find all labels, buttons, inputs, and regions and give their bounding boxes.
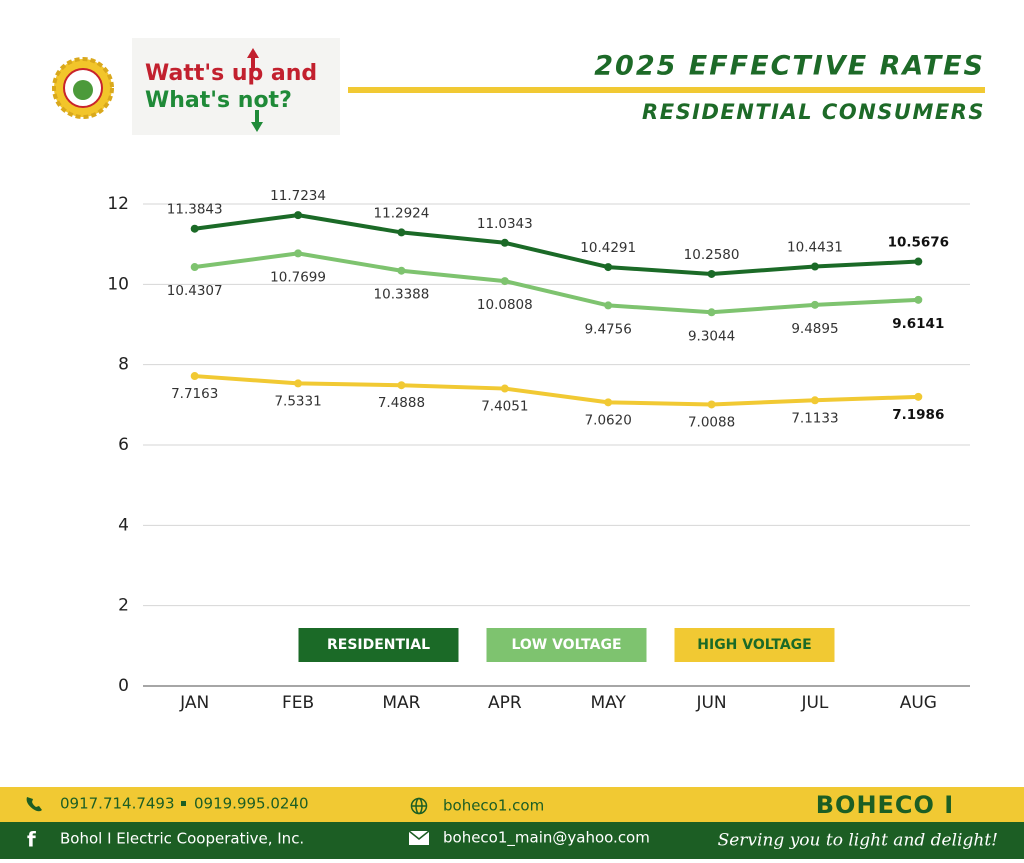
data-label: 10.3388 (374, 287, 430, 303)
series-line (194, 251, 919, 315)
data-label: 9.3044 (688, 328, 735, 344)
down-arrow (251, 110, 263, 132)
data-label: 10.7699 (270, 269, 326, 285)
data-point (397, 228, 406, 237)
data-point (294, 379, 303, 388)
data-point (707, 269, 716, 278)
data-point (604, 398, 613, 407)
legend-label: HIGH VOLTAGE (697, 637, 811, 653)
data-point (604, 301, 613, 310)
footer-top (0, 787, 1024, 823)
x-tick-label: AUG (900, 693, 937, 713)
x-tick-label: MAR (382, 693, 420, 713)
data-label: 10.4431 (787, 240, 843, 256)
data-label: 7.4051 (481, 399, 528, 415)
data-point (397, 266, 406, 275)
data-point (190, 263, 199, 272)
data-point (914, 257, 923, 266)
x-tick-label: JUL (800, 693, 828, 713)
y-tick-label: 0 (118, 676, 129, 696)
organization: Bohol I Electric Cooperative, Inc. (60, 830, 304, 848)
y-tick-label: 10 (107, 274, 129, 294)
footer-bottom (0, 822, 1024, 859)
plot: 0 2 4 6 8 10 12 JAN FEB MAR APR MAY JUN JUL AUG 11.3843… (107, 188, 970, 713)
data-point (810, 262, 819, 271)
up-arrow (247, 48, 259, 70)
data-point (914, 295, 923, 304)
data-label: 7.1133 (791, 410, 838, 426)
data-point (190, 372, 199, 381)
data-point (914, 392, 923, 401)
data-label: 9.6141 (892, 316, 944, 332)
x-tick-label: JUN (695, 693, 726, 713)
email: boheco1_main@yahoo.com (443, 829, 650, 848)
x-tick-label: JAN (179, 693, 209, 713)
legend-swatch (486, 628, 647, 662)
data-label: 10.4291 (580, 240, 636, 256)
title: 2025 EFFECTIVE RATES (594, 51, 985, 82)
phone: 0917.714.7493 (60, 795, 175, 813)
x-tick-label: APR (488, 693, 522, 713)
data-point (190, 224, 199, 233)
data-label: 9.4895 (791, 321, 838, 337)
data-label: 11.2924 (374, 205, 430, 221)
logo-box (132, 38, 340, 135)
data-label: 7.1986 (892, 407, 944, 423)
data-label: 10.0808 (477, 297, 533, 313)
y-tick-label: 12 (107, 194, 129, 214)
data-point (707, 308, 716, 317)
data-label: 7.0620 (585, 412, 632, 428)
globe-icon (410, 797, 428, 815)
legend-label: LOW VOLTAGE (511, 637, 621, 653)
y-tick-label: 4 (118, 515, 129, 535)
phone: 0919.995.0240 (194, 795, 309, 813)
data-label: 10.4307 (167, 283, 223, 299)
legend-swatch (298, 628, 459, 662)
legend-swatch (674, 628, 835, 662)
data-point (810, 300, 819, 309)
data-label: 10.2580 (684, 247, 740, 263)
x-tick-label: MAY (591, 693, 627, 713)
data-label: 10.5676 (888, 235, 950, 251)
data-point (604, 263, 613, 272)
data-label: 7.5331 (274, 393, 321, 409)
data-label: 9.4756 (585, 321, 632, 337)
data-label: 7.4888 (378, 395, 425, 411)
data-point (707, 400, 716, 409)
data-point (500, 277, 509, 286)
y-tick-label: 6 (118, 435, 129, 455)
series-line (194, 213, 919, 276)
facebook-icon: f (27, 828, 36, 852)
subtitle: RESIDENTIAL CONSUMERS (642, 100, 985, 124)
data-point (294, 249, 303, 258)
website: boheco1.com (443, 797, 544, 815)
data-label: 11.7234 (270, 188, 326, 204)
tagline: Serving you to light and delight! (718, 831, 998, 851)
data-label: 11.0343 (477, 216, 533, 232)
title-rule (348, 87, 985, 93)
y-tick-label: 8 (118, 355, 129, 375)
logo-line2: What's not? (145, 88, 292, 113)
series-line (194, 374, 919, 407)
data-label: 7.7163 (171, 386, 218, 402)
legend-label: RESIDENTIAL (327, 637, 430, 653)
brand: BOHECO I (816, 791, 954, 819)
data-label: 7.0088 (688, 414, 735, 430)
x-tick-label: FEB (282, 693, 314, 713)
data-point (294, 211, 303, 220)
data-point (810, 396, 819, 405)
y-tick-label: 2 (118, 596, 129, 616)
logo-line1: Watt's up and (145, 61, 317, 86)
emblem (52, 57, 114, 119)
data-point (500, 384, 509, 393)
separator (181, 801, 186, 806)
data-label: 11.3843 (167, 202, 223, 218)
data-point (500, 238, 509, 247)
mail-icon (408, 830, 430, 845)
data-point (397, 381, 406, 390)
phone-icon (26, 797, 42, 812)
